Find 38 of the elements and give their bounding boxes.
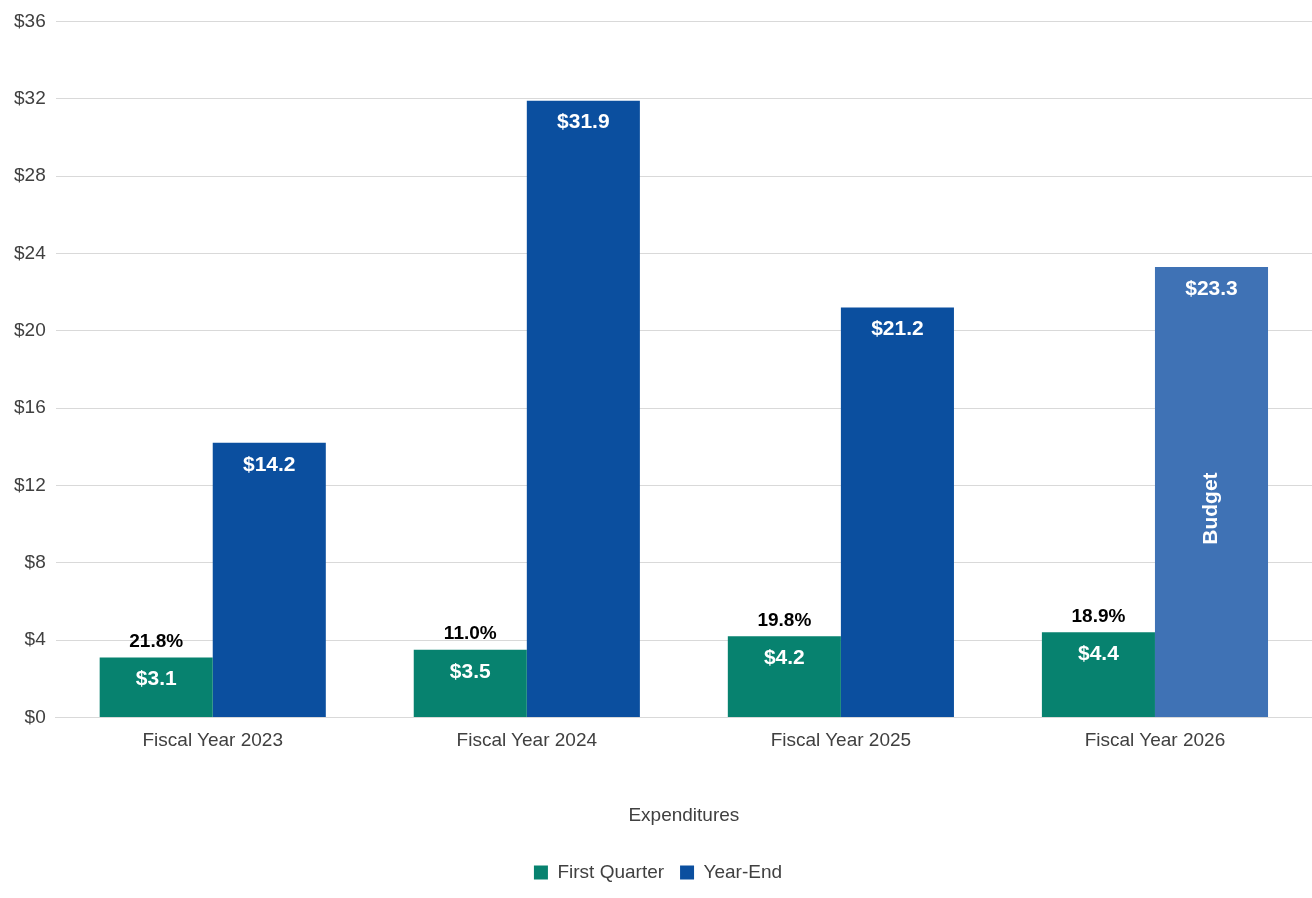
y-tick-label: $36 [14, 9, 46, 31]
x-axis-title: Expenditures [628, 803, 740, 825]
annotation: 19.8% [757, 608, 812, 630]
data-label: $3.1 [135, 666, 177, 690]
y-tick-label: $28 [14, 164, 46, 186]
data-label: $23.3 [1185, 275, 1238, 299]
bar [1041, 632, 1155, 717]
y-tick-label: $32 [14, 86, 46, 108]
annotation: Budget [1198, 472, 1222, 545]
y-tick-label: $24 [14, 241, 47, 263]
bar [99, 657, 213, 717]
y-tick-label: $8 [24, 550, 46, 572]
y-tick-label: $16 [14, 396, 46, 418]
bar [413, 649, 527, 717]
y-tick-label: $12 [14, 473, 46, 495]
y-tick-label: $4 [24, 628, 47, 650]
annotation: 11.0% [443, 622, 497, 644]
y-tick-label: $20 [14, 318, 46, 340]
x-tick-label: Fiscal Year 2025 [770, 729, 912, 751]
data-label: $3.5 [449, 658, 492, 682]
legend-label: First Quarter [557, 860, 665, 882]
legend-label: Year-End [703, 860, 783, 882]
y-tick-label: $0 [24, 705, 46, 727]
bar [1154, 266, 1269, 717]
data-label: $4.4 [1077, 641, 1120, 665]
bar [727, 636, 841, 717]
data-label: $31.9 [557, 109, 610, 133]
bar [526, 100, 640, 717]
bar [212, 442, 326, 717]
x-tick-label: Fiscal Year 2023 [142, 729, 283, 751]
x-tick-label: Fiscal Year 2024 [456, 729, 598, 751]
x-tick-label: Fiscal Year 2026 [1084, 729, 1226, 751]
data-label: $14.2 [242, 451, 296, 475]
data-label: $4.2 [763, 645, 805, 668]
annotation: 21.8% [129, 630, 184, 652]
data-label: $21.2 [871, 316, 924, 340]
annotation: 18.9% [1071, 605, 1126, 627]
bar [840, 307, 954, 717]
